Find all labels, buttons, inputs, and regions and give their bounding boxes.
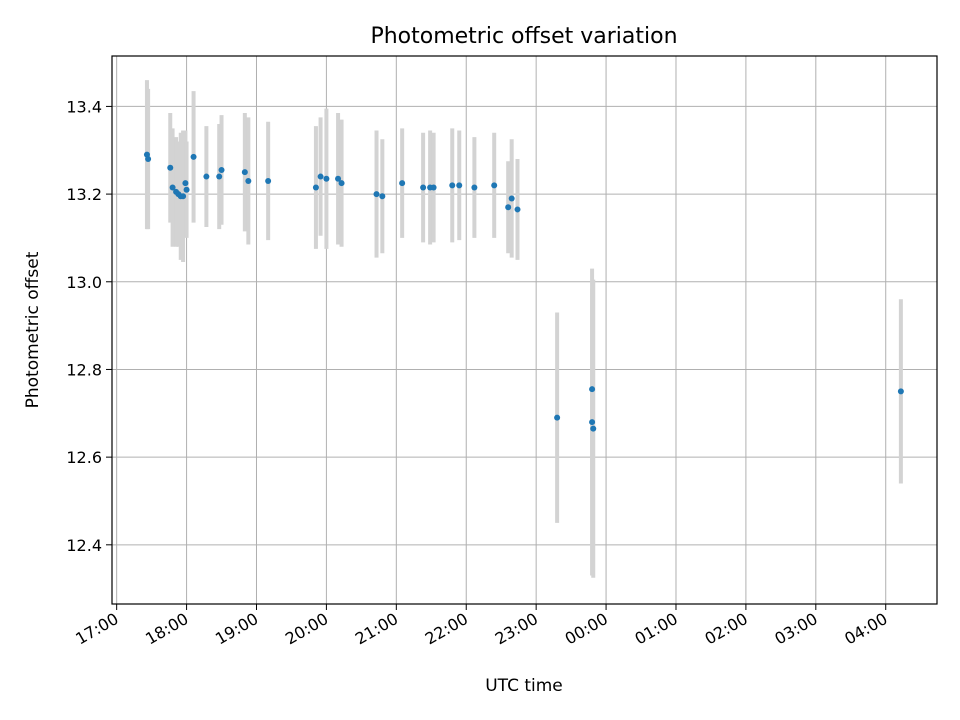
x-tick-label: 21:00 [352, 609, 401, 649]
data-point [471, 184, 478, 191]
error-bars [144, 80, 903, 578]
y-tick-label: 13.0 [66, 273, 102, 292]
x-tick-label: 19:00 [212, 609, 261, 649]
data-point [145, 156, 152, 163]
x-tick-label: 04:00 [841, 609, 890, 649]
data-point [180, 193, 187, 200]
data-point [245, 177, 252, 184]
data-point [182, 180, 189, 187]
data-point [449, 182, 456, 189]
y-tick-label: 12.8 [66, 360, 102, 379]
plot-frame [111, 55, 938, 605]
y-axis-title: Photometric offset [23, 251, 43, 408]
data-point [169, 184, 176, 191]
data-point [167, 164, 174, 171]
x-tick-label: 23:00 [492, 609, 541, 649]
data-point [589, 386, 596, 393]
x-tick-label: 03:00 [771, 609, 820, 649]
data-point [514, 206, 521, 213]
x-tick-label: 17:00 [72, 609, 121, 649]
grid [112, 56, 937, 604]
x-axis: 17:00 18:00 19:00 20:00 21:00 22:00 23:00 00:00… [72, 604, 891, 649]
data-point [379, 193, 386, 200]
x-axis-title: UTC time [485, 676, 563, 696]
y-tick-label: 12.6 [66, 448, 102, 467]
x-tick-label: 01:00 [632, 609, 681, 649]
data-point [265, 177, 272, 184]
data-point [897, 388, 904, 395]
data-point [218, 166, 225, 173]
data-point [456, 182, 463, 189]
x-tick-label: 18:00 [142, 609, 191, 649]
data-point [430, 184, 437, 191]
data-point [216, 173, 223, 180]
x-tick-label: 20:00 [282, 609, 331, 649]
data-point [203, 173, 210, 180]
data-point [323, 175, 330, 182]
data-point [317, 173, 324, 180]
data-point [590, 425, 597, 432]
data-points [143, 151, 904, 432]
data-point [373, 191, 380, 198]
data-point [508, 195, 515, 202]
y-tick-label: 12.4 [66, 536, 102, 555]
x-tick-label: 22:00 [422, 609, 471, 649]
data-point [335, 175, 342, 182]
data-point [554, 414, 561, 421]
data-point [491, 182, 498, 189]
data-point [420, 184, 427, 191]
data-point [183, 186, 190, 193]
data-point [505, 204, 512, 211]
data-point [399, 180, 406, 187]
data-point [338, 180, 345, 187]
chart-title: Photometric offset variation [370, 24, 677, 49]
data-point [241, 169, 248, 176]
data-point [312, 184, 319, 191]
y-axis: 12.4 12.6 12.8 13.0 13.2 13.4 [66, 97, 112, 555]
x-tick-label: 02:00 [701, 609, 750, 649]
data-point [589, 419, 596, 426]
x-tick-label: 00:00 [562, 609, 611, 649]
data-point [190, 153, 197, 160]
y-tick-label: 13.4 [66, 97, 102, 116]
y-tick-label: 13.2 [66, 185, 102, 204]
